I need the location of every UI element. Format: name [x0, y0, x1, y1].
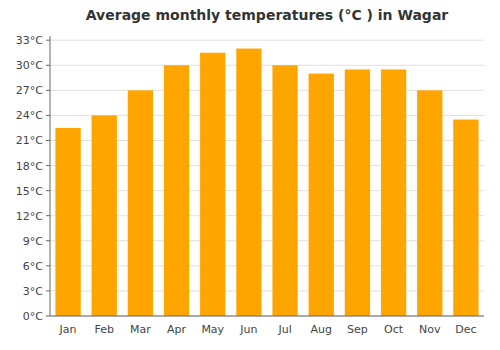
y-tick: [46, 265, 50, 266]
y-tick: [46, 115, 50, 116]
x-tick-label: Nov: [419, 323, 441, 336]
bar: [92, 115, 117, 316]
x-tick-label: Aug: [311, 323, 332, 336]
x-tick-label: Oct: [384, 323, 404, 336]
chart-container: Average monthly temperatures (°C ) in Wa…: [0, 0, 500, 350]
bar: [128, 90, 153, 316]
y-tick-label: 3°C: [23, 285, 43, 298]
y-tick: [46, 140, 50, 141]
y-tick-label: 30°C: [16, 59, 43, 72]
y-tick-label: 27°C: [16, 84, 43, 97]
y-tick-label: 24°C: [16, 109, 43, 122]
y-tick: [46, 90, 50, 91]
bar: [309, 74, 334, 316]
bar: [236, 49, 261, 316]
x-tick-label: May: [201, 323, 224, 336]
y-tick-label: 9°C: [23, 235, 43, 248]
bar: [272, 65, 297, 316]
y-tick: [46, 65, 50, 66]
y-tick: [46, 215, 50, 216]
x-tick-label: Sep: [347, 323, 368, 336]
x-axis: [50, 316, 484, 317]
y-tick-label: 0°C: [23, 310, 43, 323]
bar: [345, 69, 370, 316]
x-tick-label: Feb: [95, 323, 114, 336]
bar: [164, 65, 189, 316]
y-tick-label: 12°C: [16, 210, 43, 223]
bars: [55, 49, 478, 316]
y-tick-label: 33°C: [16, 34, 43, 47]
x-tick-label: Jun: [239, 323, 257, 336]
bar: [381, 69, 406, 316]
y-tick: [46, 316, 50, 317]
bar: [417, 90, 442, 316]
x-tick-label: Jan: [59, 323, 77, 336]
x-tick-label: Jul: [277, 323, 291, 336]
bar: [55, 128, 80, 316]
bar: [200, 53, 225, 316]
y-axis: [50, 36, 51, 316]
grid: [50, 40, 484, 316]
bar: [453, 120, 478, 316]
y-tick-label: 15°C: [16, 185, 43, 198]
chart: Average monthly temperatures (°C ) in Wa…: [0, 0, 500, 350]
y-tick: [46, 240, 50, 241]
title: Average monthly temperatures (°C ) in Wa…: [86, 7, 449, 23]
x-tick-label: Apr: [167, 323, 187, 336]
grid-line: [50, 65, 484, 66]
y-tick: [46, 290, 50, 291]
grid-line: [50, 316, 484, 317]
y-tick: [46, 165, 50, 166]
y-tick-label: 6°C: [23, 260, 43, 273]
x-tick-label: Mar: [130, 323, 151, 336]
y-tick: [46, 40, 50, 41]
x-tick-label: Dec: [455, 323, 476, 336]
y-tick-label: 18°C: [16, 160, 43, 173]
y-tick: [46, 190, 50, 191]
y-tick-label: 21°C: [16, 134, 43, 147]
grid-line: [50, 40, 484, 41]
